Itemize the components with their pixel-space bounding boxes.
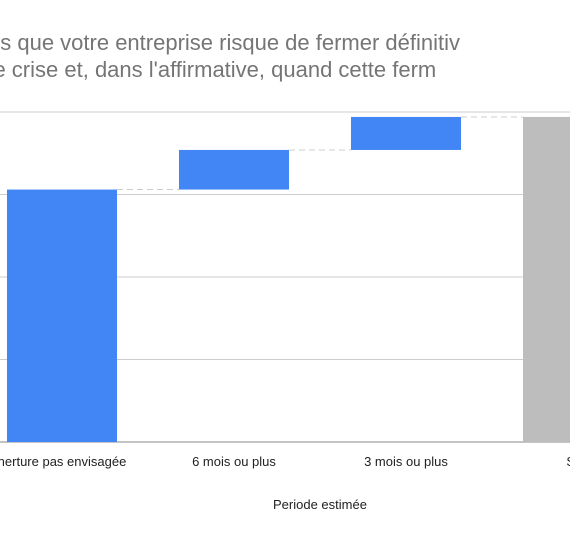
increase-bar <box>351 116 461 150</box>
x-tick-labels: nerture pas envisagée 6 mois ou plus 3 moi… <box>0 454 570 469</box>
x-tick-label: Sub <box>566 454 570 469</box>
increase-bar <box>7 189 117 442</box>
chart-title-line-1: us que votre entreprise risque de fermer… <box>0 30 461 55</box>
subtotal-bar <box>523 116 570 442</box>
x-tick-label: 3 mois ou plus <box>364 454 448 469</box>
x-axis-label: Periode estimée <box>273 497 367 512</box>
connector-lines <box>117 116 523 191</box>
chart-title-line-2: cette crise et, dans l'affirmative, quan… <box>0 57 437 82</box>
x-tick-label: 6 mois ou plus <box>192 454 276 469</box>
x-tick-label: nerture pas envisagée <box>0 454 126 469</box>
increase-bar <box>179 149 289 190</box>
bars <box>7 116 570 442</box>
chart-title: us que votre entreprise risque de fermer… <box>0 0 570 100</box>
